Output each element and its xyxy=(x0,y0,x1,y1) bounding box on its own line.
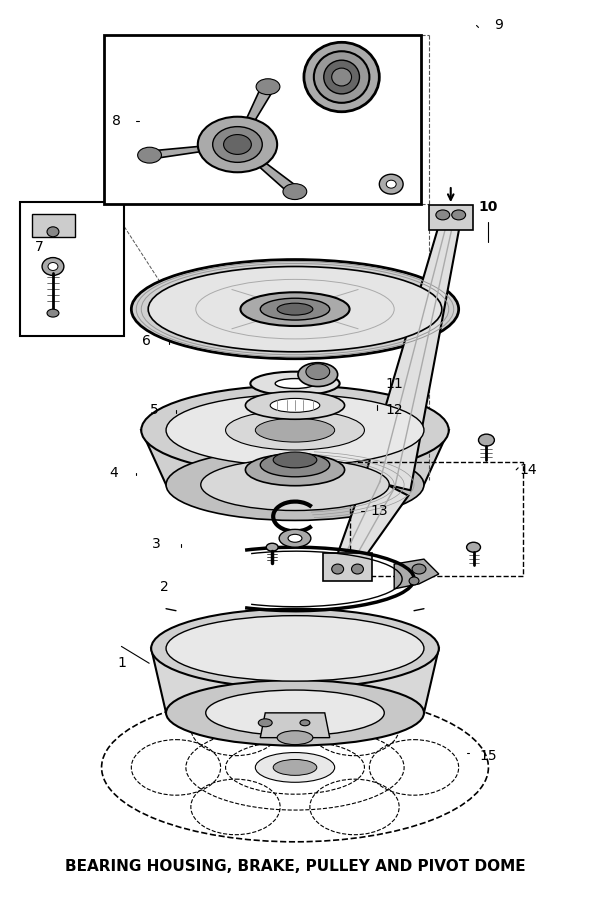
Polygon shape xyxy=(337,473,408,567)
Ellipse shape xyxy=(273,760,317,776)
Ellipse shape xyxy=(166,680,424,745)
Polygon shape xyxy=(235,143,303,196)
Ellipse shape xyxy=(436,210,450,220)
Ellipse shape xyxy=(258,719,272,726)
Ellipse shape xyxy=(132,259,458,359)
Text: 6: 6 xyxy=(142,334,150,348)
Ellipse shape xyxy=(48,263,58,271)
Bar xyxy=(323,554,372,580)
Text: 1: 1 xyxy=(117,656,126,670)
Ellipse shape xyxy=(332,68,352,86)
Ellipse shape xyxy=(332,564,343,574)
Text: BEARING HOUSING, BRAKE, PULLEY AND PIVOT DOME: BEARING HOUSING, BRAKE, PULLEY AND PIVOT… xyxy=(65,860,525,874)
Ellipse shape xyxy=(279,529,311,547)
Ellipse shape xyxy=(47,309,59,317)
Ellipse shape xyxy=(47,227,59,237)
Text: 12: 12 xyxy=(385,403,403,418)
Ellipse shape xyxy=(256,79,280,94)
Ellipse shape xyxy=(288,535,302,542)
Ellipse shape xyxy=(101,693,489,842)
Text: 10: 10 xyxy=(478,200,498,214)
Text: 14: 14 xyxy=(519,463,537,477)
Ellipse shape xyxy=(42,257,64,275)
Text: 2: 2 xyxy=(160,580,168,594)
Ellipse shape xyxy=(250,372,340,395)
Ellipse shape xyxy=(275,379,315,389)
Text: 15: 15 xyxy=(480,749,497,762)
Ellipse shape xyxy=(306,364,330,380)
Polygon shape xyxy=(260,713,330,738)
Ellipse shape xyxy=(201,459,389,510)
Ellipse shape xyxy=(241,292,349,326)
Ellipse shape xyxy=(255,418,335,442)
Ellipse shape xyxy=(467,542,480,553)
Ellipse shape xyxy=(224,135,251,155)
Text: 7: 7 xyxy=(35,239,44,254)
Ellipse shape xyxy=(283,184,307,200)
Ellipse shape xyxy=(166,616,424,681)
Text: 4: 4 xyxy=(109,466,118,480)
Ellipse shape xyxy=(314,51,369,103)
Polygon shape xyxy=(141,430,449,485)
Ellipse shape xyxy=(245,454,345,486)
Ellipse shape xyxy=(212,127,263,162)
Ellipse shape xyxy=(151,608,439,688)
Ellipse shape xyxy=(379,175,403,194)
Ellipse shape xyxy=(206,690,384,735)
Text: 8: 8 xyxy=(112,113,121,128)
Ellipse shape xyxy=(352,564,363,574)
Ellipse shape xyxy=(260,453,330,477)
Text: 5: 5 xyxy=(150,403,159,418)
Ellipse shape xyxy=(412,564,426,574)
Ellipse shape xyxy=(300,720,310,725)
Ellipse shape xyxy=(270,399,320,412)
Ellipse shape xyxy=(386,180,396,188)
Polygon shape xyxy=(143,143,238,160)
Ellipse shape xyxy=(273,452,317,468)
Polygon shape xyxy=(235,83,276,145)
Ellipse shape xyxy=(255,752,335,782)
Text: 9: 9 xyxy=(494,19,503,32)
Ellipse shape xyxy=(304,42,379,112)
Bar xyxy=(429,205,473,230)
Ellipse shape xyxy=(198,117,277,172)
Ellipse shape xyxy=(245,392,345,419)
Ellipse shape xyxy=(409,577,419,585)
Polygon shape xyxy=(151,648,439,713)
Ellipse shape xyxy=(298,363,337,386)
Ellipse shape xyxy=(260,298,330,320)
Ellipse shape xyxy=(166,394,424,466)
Ellipse shape xyxy=(141,385,449,475)
Polygon shape xyxy=(394,559,439,589)
Ellipse shape xyxy=(225,410,365,450)
Ellipse shape xyxy=(277,303,313,315)
Ellipse shape xyxy=(266,544,278,551)
Ellipse shape xyxy=(478,434,494,446)
Ellipse shape xyxy=(324,60,359,94)
Ellipse shape xyxy=(166,449,424,520)
Ellipse shape xyxy=(452,210,466,220)
Text: 3: 3 xyxy=(152,537,160,551)
Polygon shape xyxy=(32,214,75,237)
Ellipse shape xyxy=(277,731,313,744)
Bar xyxy=(104,35,421,204)
Bar xyxy=(20,202,124,336)
Ellipse shape xyxy=(137,148,162,163)
Text: 13: 13 xyxy=(371,505,388,518)
Ellipse shape xyxy=(148,266,442,352)
Polygon shape xyxy=(364,218,460,490)
Bar xyxy=(349,462,523,576)
Text: 11: 11 xyxy=(385,376,403,391)
